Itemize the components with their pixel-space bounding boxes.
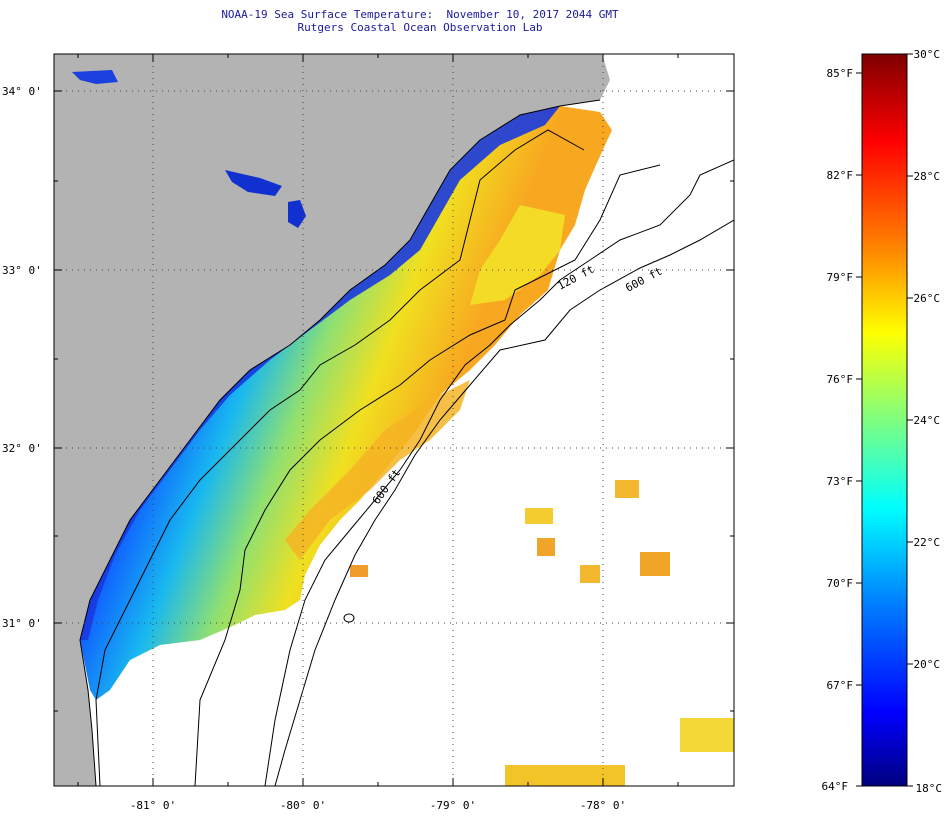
cb-f-64: 64°F (822, 780, 849, 793)
inland-water-2 (288, 200, 306, 228)
cb-c-26: 26°C (914, 292, 941, 305)
lat-label-33: 33° 0' (2, 264, 42, 277)
offshore-warm-patch-5 (505, 765, 625, 786)
cb-f-82: 82°F (827, 169, 854, 182)
cb-c-20: 20°C (914, 658, 941, 671)
cb-f-70: 70°F (827, 577, 854, 590)
lon-label-79: -79° 0' (430, 799, 476, 812)
offshore-warm-patch-2 (537, 538, 555, 556)
warm-core-south (285, 380, 470, 560)
cb-f-67: 67°F (827, 679, 854, 692)
offshore-warm-patch-8 (350, 565, 368, 577)
cb-c-22: 22°C (914, 536, 941, 549)
seamount-contour (343, 613, 355, 623)
sst-field (80, 106, 612, 700)
title-line-2: Rutgers Coastal Ocean Observation Lab (297, 21, 543, 34)
offshore-warm-patch-1 (640, 552, 670, 576)
cb-f-79: 79°F (827, 271, 854, 284)
lat-label-31: 31° 0' (2, 617, 42, 630)
map-title: NOAA-19 Sea Surface Temperature: Novembe… (120, 8, 720, 34)
cb-c-28: 28°C (914, 170, 941, 183)
coastline (79, 99, 601, 786)
inland-water-3 (72, 70, 118, 84)
offshore-warm-patch-4 (615, 480, 639, 498)
isobath-120ft-outer (194, 164, 661, 786)
lon-label-78: -78° 0' (580, 799, 626, 812)
offshore-warm-patch-7 (580, 565, 600, 583)
cb-f-85: 85°F (827, 67, 854, 80)
colorbar (861, 53, 908, 787)
cb-c-18: 18°C (916, 782, 943, 795)
warm-core-north (470, 205, 565, 305)
isobath-120ft (95, 129, 585, 786)
graticule (54, 54, 734, 786)
cb-c-30: 30°C (914, 48, 941, 61)
lat-label-34: 34° 0' (2, 85, 42, 98)
offshore-warm-patch-3 (525, 508, 553, 524)
inland-water-1 (225, 170, 282, 196)
offshore-warm-patch-6 (680, 718, 734, 752)
lat-label-32: 32° 0' (2, 442, 42, 455)
land-mass (54, 54, 610, 786)
cb-c-24: 24°C (914, 414, 941, 427)
title-line-1: NOAA-19 Sea Surface Temperature: Novembe… (221, 8, 619, 21)
tick-marks (54, 54, 734, 786)
cb-f-76: 76°F (827, 373, 854, 386)
plot-frame (53, 53, 735, 787)
cb-f-73: 73°F (827, 475, 854, 488)
isobath-600ft (264, 159, 734, 786)
lon-label-81: -81° 0' (130, 799, 176, 812)
colorbar-ticks (856, 53, 913, 787)
lon-label-80: -80° 0' (280, 799, 326, 812)
isobath-600ft-outer (274, 219, 734, 786)
